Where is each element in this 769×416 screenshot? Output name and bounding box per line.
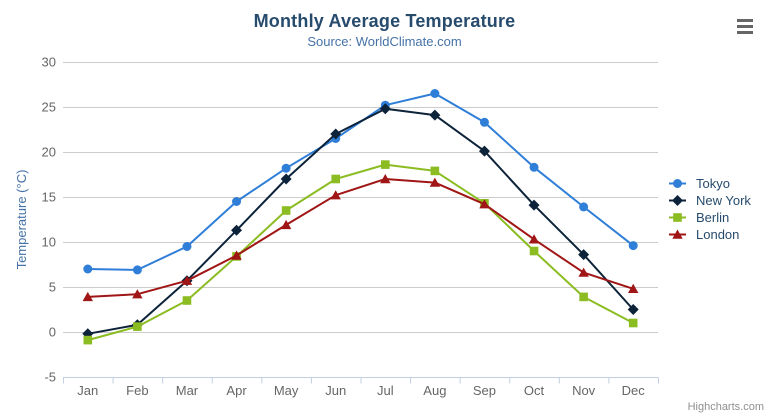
data-point-square xyxy=(529,246,539,256)
x-axis-label: Sep xyxy=(473,383,496,398)
x-axis-label: Jun xyxy=(325,383,346,398)
data-point-square xyxy=(430,166,440,176)
data-point-diamond xyxy=(330,128,342,140)
data-point-triangle xyxy=(181,275,193,285)
data-point-square xyxy=(380,160,390,169)
series-london-line xyxy=(86,178,635,298)
hamburger-icon xyxy=(737,25,753,28)
y-axis-label: 0 xyxy=(49,325,56,340)
credits-link[interactable]: Highcharts.com xyxy=(687,401,764,413)
y-axis-label: 15 xyxy=(42,190,56,205)
data-point-diamond xyxy=(528,199,540,211)
data-point-triangle xyxy=(280,219,292,230)
data-point-square xyxy=(673,213,682,222)
data-point-diamond xyxy=(672,195,683,206)
chart-title: Monthly Average Temperature xyxy=(253,11,516,31)
x-axis-label: Jul xyxy=(377,383,394,398)
y-axis-label: 25 xyxy=(42,100,56,115)
legend-label: Tokyo xyxy=(696,176,730,191)
legend-label: London xyxy=(696,227,740,242)
data-point-diamond xyxy=(231,224,243,236)
y-axis-label: 30 xyxy=(42,55,56,70)
y-axis-label: 5 xyxy=(49,280,56,295)
y-axis-label: -5 xyxy=(44,370,56,385)
data-point-square xyxy=(83,335,93,345)
x-axis-label: Nov xyxy=(572,383,596,398)
chart-subtitle: Source: WorldClimate.com xyxy=(307,34,462,49)
data-point-square xyxy=(579,292,588,302)
series-new-york-line xyxy=(86,107,635,335)
data-point-square xyxy=(331,174,341,184)
data-point-triangle xyxy=(380,174,391,184)
legend-label: Berlin xyxy=(696,210,730,225)
data-point-diamond xyxy=(478,145,490,157)
data-point-circle xyxy=(430,89,440,98)
legend: Tokyo New York Berlin London xyxy=(669,175,751,243)
series-new-york xyxy=(82,103,639,340)
data-point-square xyxy=(281,206,291,215)
series-tokyo xyxy=(83,89,638,275)
triangle-legend-icon xyxy=(669,229,686,239)
data-point-triangle xyxy=(578,267,589,277)
x-axis-label: Oct xyxy=(524,383,545,398)
data-point-triangle xyxy=(628,283,639,293)
data-point-circle xyxy=(579,202,589,212)
x-axis-label: Apr xyxy=(226,383,247,398)
data-point-square xyxy=(133,322,142,331)
series-tokyo-line xyxy=(86,92,635,271)
data-point-triangle xyxy=(330,190,341,200)
data-point-circle xyxy=(529,162,539,172)
data-point-diamond xyxy=(627,304,639,315)
x-axis-label: Aug xyxy=(423,383,446,398)
y-axis-label: 20 xyxy=(42,145,56,160)
data-point-diamond xyxy=(429,109,441,121)
data-point-diamond xyxy=(379,103,391,115)
data-point-diamond xyxy=(280,173,292,185)
data-point-circle xyxy=(673,179,682,188)
legend-item-london[interactable]: London xyxy=(669,226,751,243)
y-axis-label: 10 xyxy=(42,235,56,250)
data-point-circle xyxy=(132,265,142,275)
y-axis-title: Temperature (°C) xyxy=(14,170,29,270)
x-axis-label: Jan xyxy=(77,383,98,398)
legend-item-berlin[interactable]: Berlin xyxy=(669,209,751,226)
data-point-triangle xyxy=(132,289,143,299)
x-axis-label: May xyxy=(274,383,299,398)
x-axis-label: Mar xyxy=(176,383,199,398)
data-point-circle xyxy=(182,242,192,251)
circle-legend-icon xyxy=(669,179,686,188)
data-point-triangle xyxy=(528,234,540,244)
data-point-square xyxy=(628,318,638,328)
export-menu-button[interactable] xyxy=(734,18,756,35)
series-london xyxy=(82,174,639,302)
series-berlin-line xyxy=(86,163,635,342)
data-point-triangle xyxy=(429,177,441,187)
legend-label: New York xyxy=(696,193,751,208)
data-point-circle xyxy=(232,197,242,206)
legend-item-new-york[interactable]: New York xyxy=(669,192,751,209)
data-point-circle xyxy=(83,264,93,274)
data-point-circle xyxy=(479,117,489,127)
data-point-circle xyxy=(628,241,638,251)
legend-item-tokyo[interactable]: Tokyo xyxy=(669,175,751,192)
data-point-triangle xyxy=(479,199,490,209)
data-point-triangle xyxy=(82,291,93,302)
data-point-diamond xyxy=(578,249,590,261)
square-legend-icon xyxy=(669,213,686,222)
data-point-square xyxy=(182,296,192,305)
diamond-legend-icon xyxy=(669,195,686,206)
hamburger-icon xyxy=(737,31,753,34)
data-point-triangle xyxy=(231,250,242,260)
data-point-triangle xyxy=(672,229,683,239)
data-point-circle xyxy=(281,163,291,173)
x-axis-label: Dec xyxy=(622,383,646,398)
hamburger-icon xyxy=(737,19,753,22)
x-axis-label: Feb xyxy=(126,383,148,398)
